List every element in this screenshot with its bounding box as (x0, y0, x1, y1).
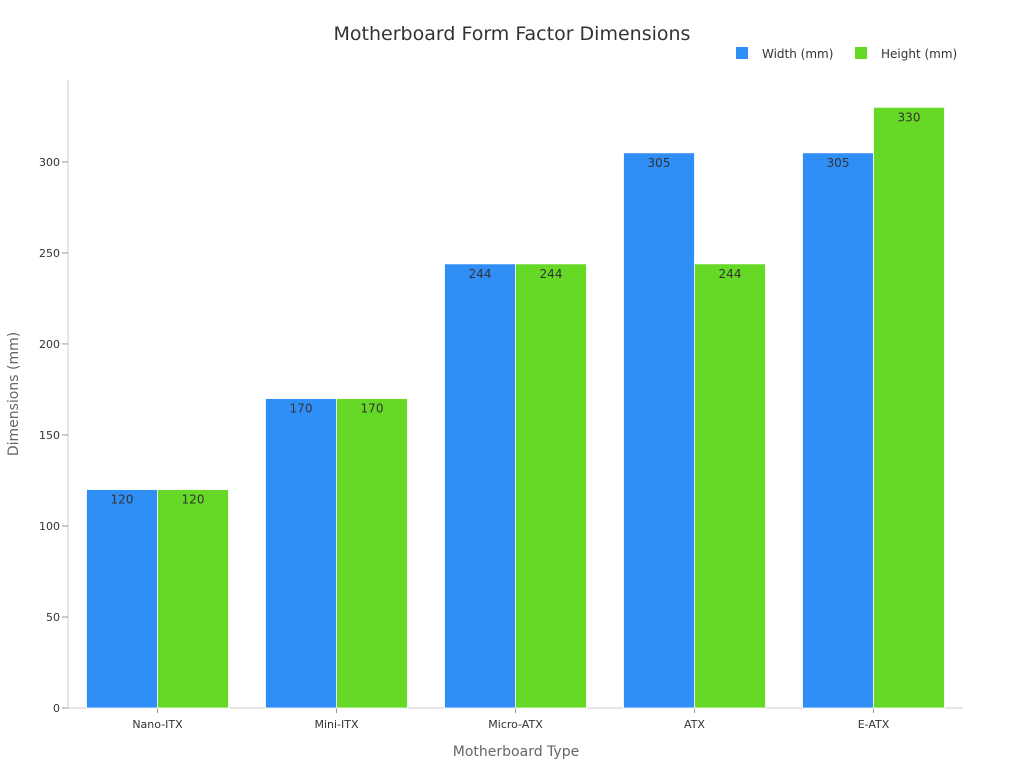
x-axis-title: Motherboard Type (453, 744, 579, 760)
y-axis-title: Dimensions (mm) (6, 332, 22, 456)
bar-height[interactable] (157, 489, 229, 709)
y-tick-label: 50 (46, 611, 60, 624)
bar-height[interactable] (694, 263, 766, 709)
data-label: 120 (111, 493, 134, 507)
data-label: 170 (290, 402, 313, 416)
y-tick-label: 150 (39, 429, 60, 442)
legend-label-width: Width (mm) (762, 47, 833, 61)
y-tick-label: 200 (39, 338, 60, 351)
data-label: 244 (540, 267, 563, 281)
x-tick-label: Nano-ITX (132, 718, 183, 731)
bar-width[interactable] (623, 152, 695, 709)
data-label: 244 (469, 267, 492, 281)
legend-swatch-height (855, 47, 867, 59)
y-tick-label: 100 (39, 520, 60, 533)
bar-width[interactable] (802, 152, 874, 709)
bars (86, 106, 945, 709)
x-tick-label: Micro-ATX (488, 718, 543, 731)
x-tick-label: ATX (684, 718, 705, 731)
legend-label-height: Height (mm) (881, 47, 957, 61)
x-tick-label: E-ATX (858, 718, 890, 731)
legend: Width (mm) Height (mm) (736, 47, 957, 61)
bar-width[interactable] (444, 263, 516, 709)
y-tick-label: 0 (53, 702, 60, 715)
data-label: 120 (182, 493, 205, 507)
bar-height[interactable] (515, 263, 587, 709)
bar-height[interactable] (336, 398, 408, 709)
bar-width[interactable] (265, 398, 337, 709)
bar-height[interactable] (873, 106, 945, 709)
bar-width[interactable] (86, 489, 158, 709)
legend-swatch-width (736, 47, 748, 59)
data-label: 305 (827, 156, 850, 170)
chart-title: Motherboard Form Factor Dimensions (334, 23, 691, 45)
x-axis-ticks: Nano-ITX Mini-ITX Micro-ATX ATX E-ATX (132, 708, 890, 731)
y-tick-label: 300 (39, 156, 60, 169)
data-label: 244 (719, 267, 742, 281)
y-axis-ticks: 0 50 100 150 200 250 300 (39, 156, 68, 715)
data-labels: 120 120 170 170 244 244 305 244 305 330 (111, 110, 921, 506)
y-tick-label: 250 (39, 247, 60, 260)
data-label: 330 (898, 110, 921, 124)
data-label: 305 (648, 156, 671, 170)
x-tick-label: Mini-ITX (314, 718, 359, 731)
data-label: 170 (361, 402, 384, 416)
